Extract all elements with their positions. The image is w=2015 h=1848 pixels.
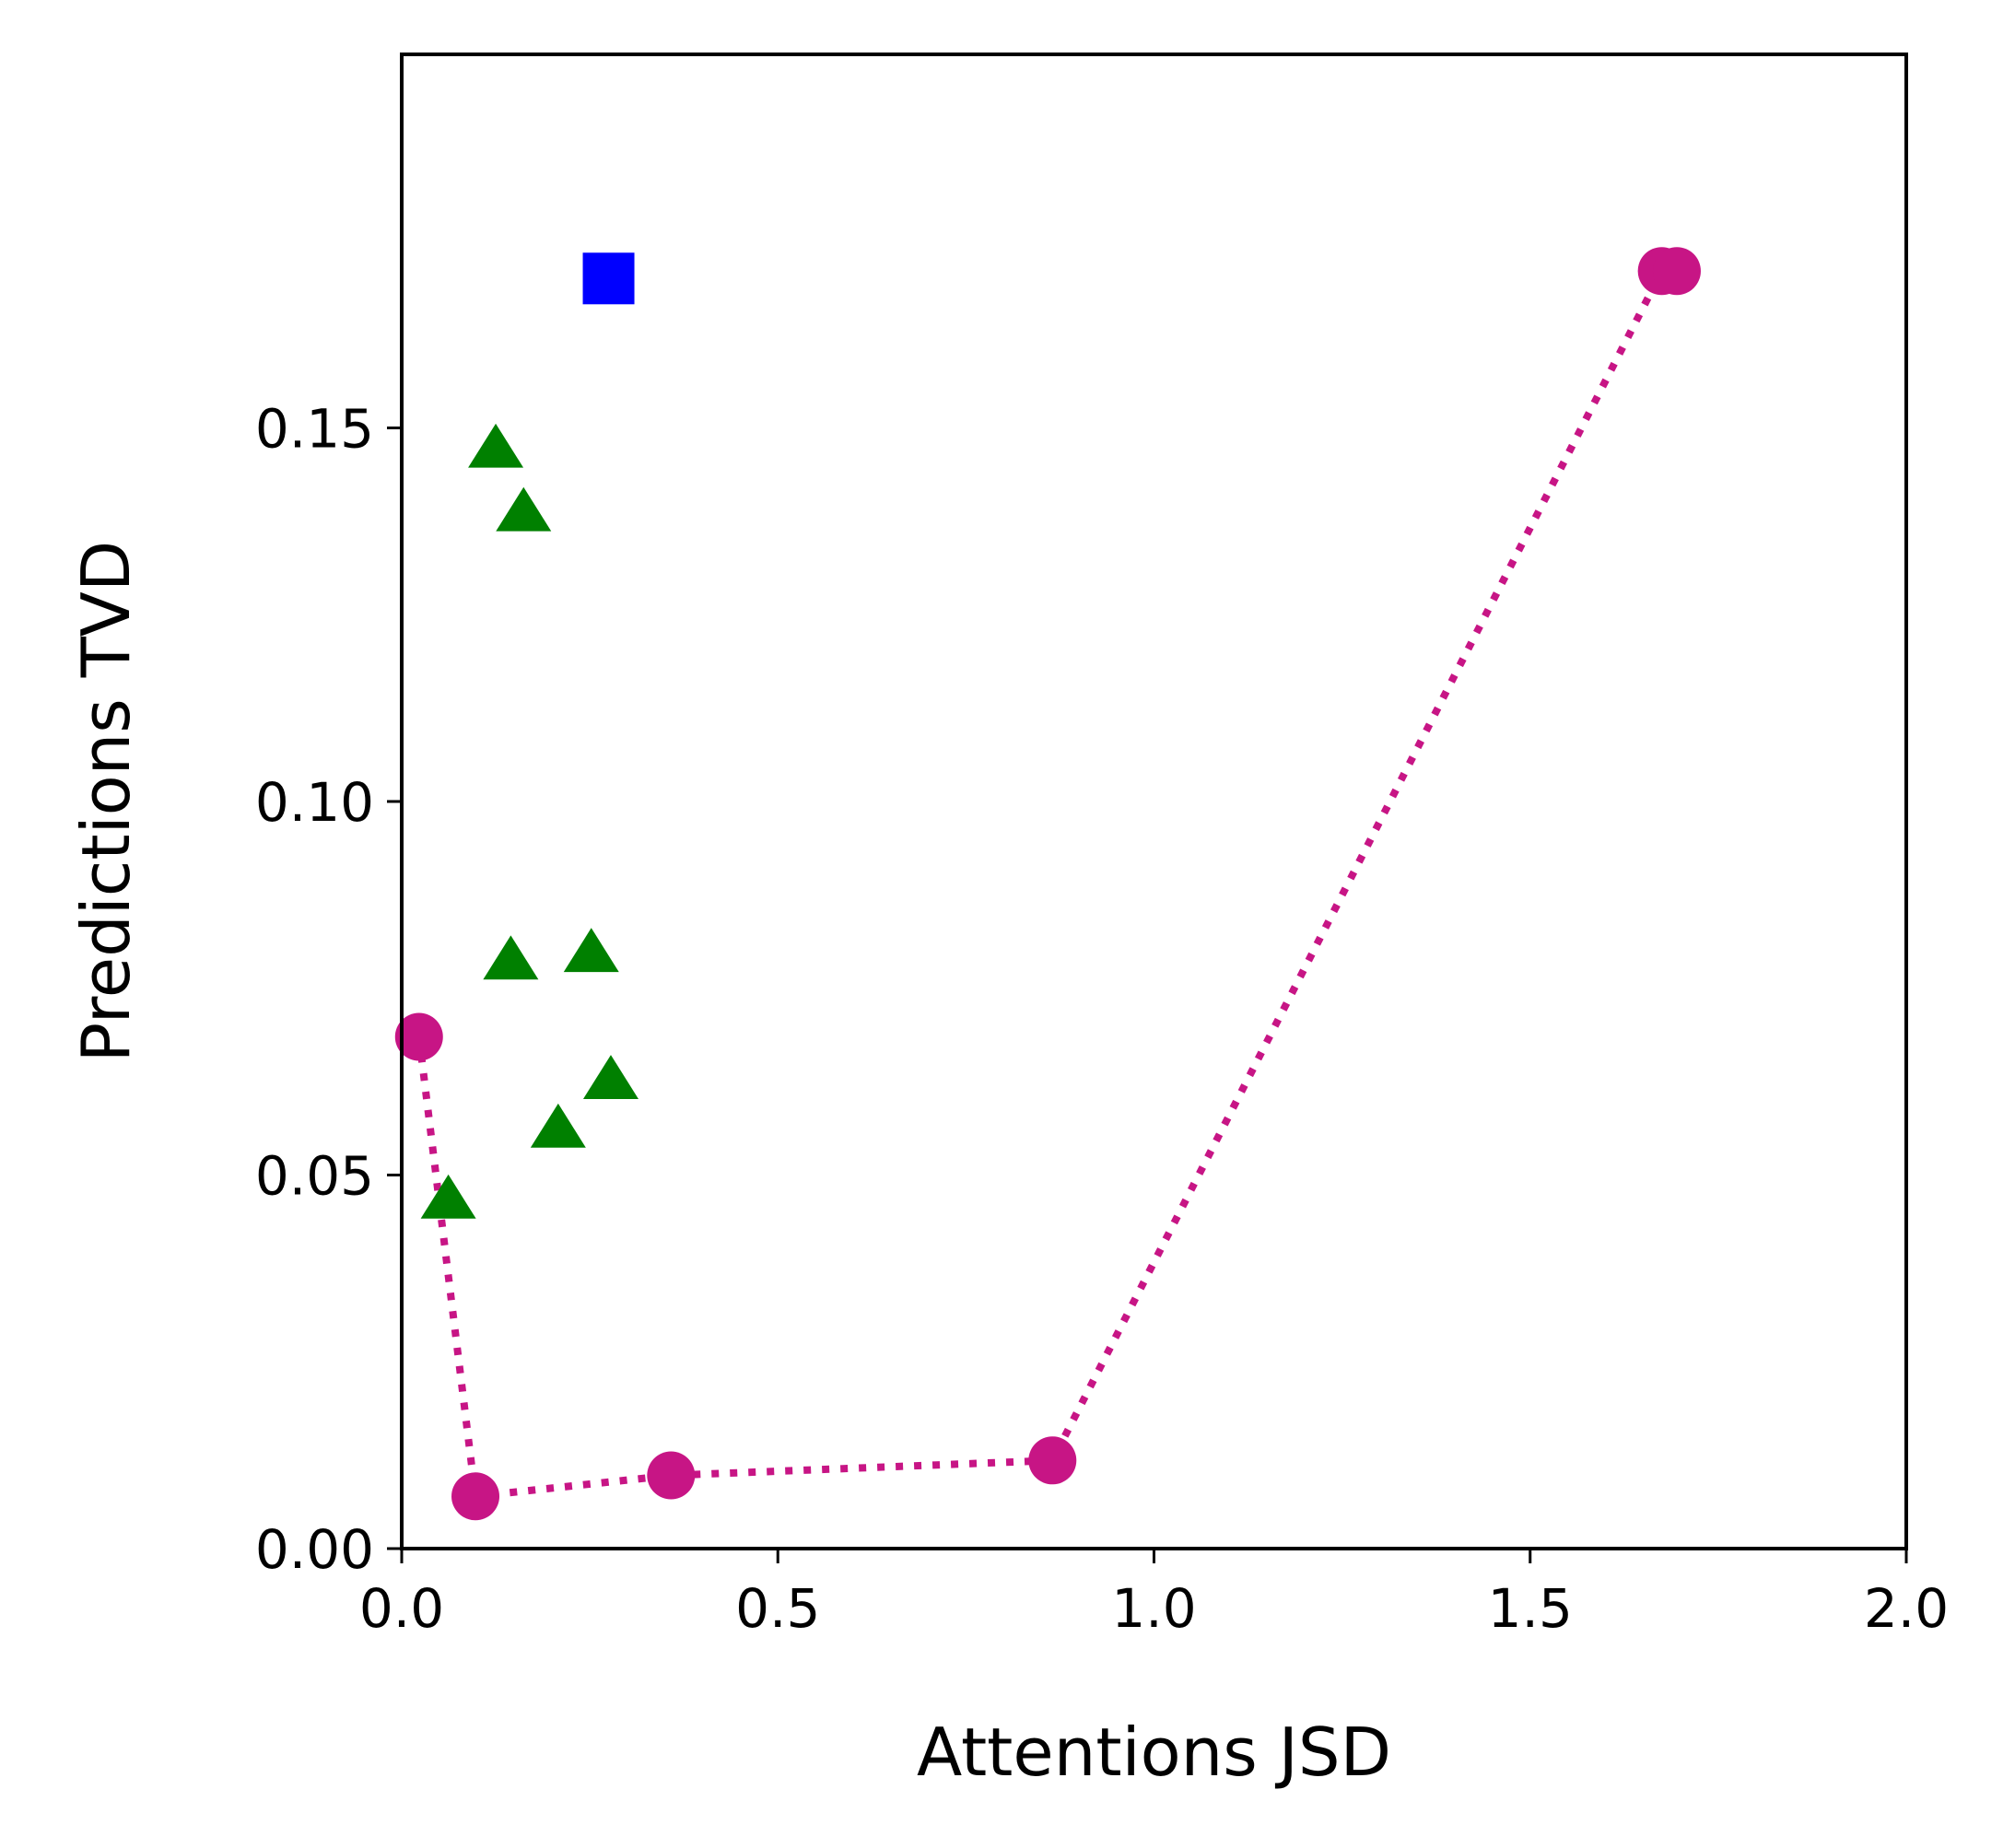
x-axis-label: Attentions JSD: [917, 1713, 1391, 1791]
y-tick-label: 0.10: [255, 771, 374, 834]
data-point-triangle: [483, 935, 539, 980]
data-point-triangle: [582, 1055, 638, 1099]
data-point-triangle: [563, 928, 619, 973]
plot-area: [394, 247, 1701, 1521]
data-point-circle: [647, 1451, 696, 1500]
data-point-circle: [394, 1012, 443, 1061]
y-tick-label: 0.15: [255, 398, 374, 461]
x-tick-label: 1.5: [1488, 1577, 1573, 1640]
y-tick-label: 0.00: [255, 1518, 374, 1581]
data-point-triangle: [468, 423, 524, 468]
x-tick-label: 0.5: [735, 1577, 820, 1640]
data-point-circle: [1652, 247, 1701, 296]
data-point-triangle: [496, 486, 552, 532]
data-point-square: [582, 252, 635, 305]
data-point-triangle: [420, 1174, 476, 1219]
x-tick-label: 1.0: [1111, 1577, 1196, 1640]
data-point-circle: [451, 1472, 500, 1521]
data-point-circle: [1028, 1436, 1077, 1485]
x-tick-label: 0.0: [359, 1577, 444, 1640]
axes: 0.0 0.5 1.0 1.5 2.0 0.00 0.05 0.10 0.15: [255, 398, 1949, 1641]
y-axis-label: Predictions TVD: [67, 541, 145, 1063]
data-point-triangle: [530, 1103, 586, 1148]
series-line-path: [415, 267, 1677, 1501]
y-tick-label: 0.05: [255, 1145, 374, 1208]
x-tick-label: 2.0: [1864, 1577, 1949, 1640]
